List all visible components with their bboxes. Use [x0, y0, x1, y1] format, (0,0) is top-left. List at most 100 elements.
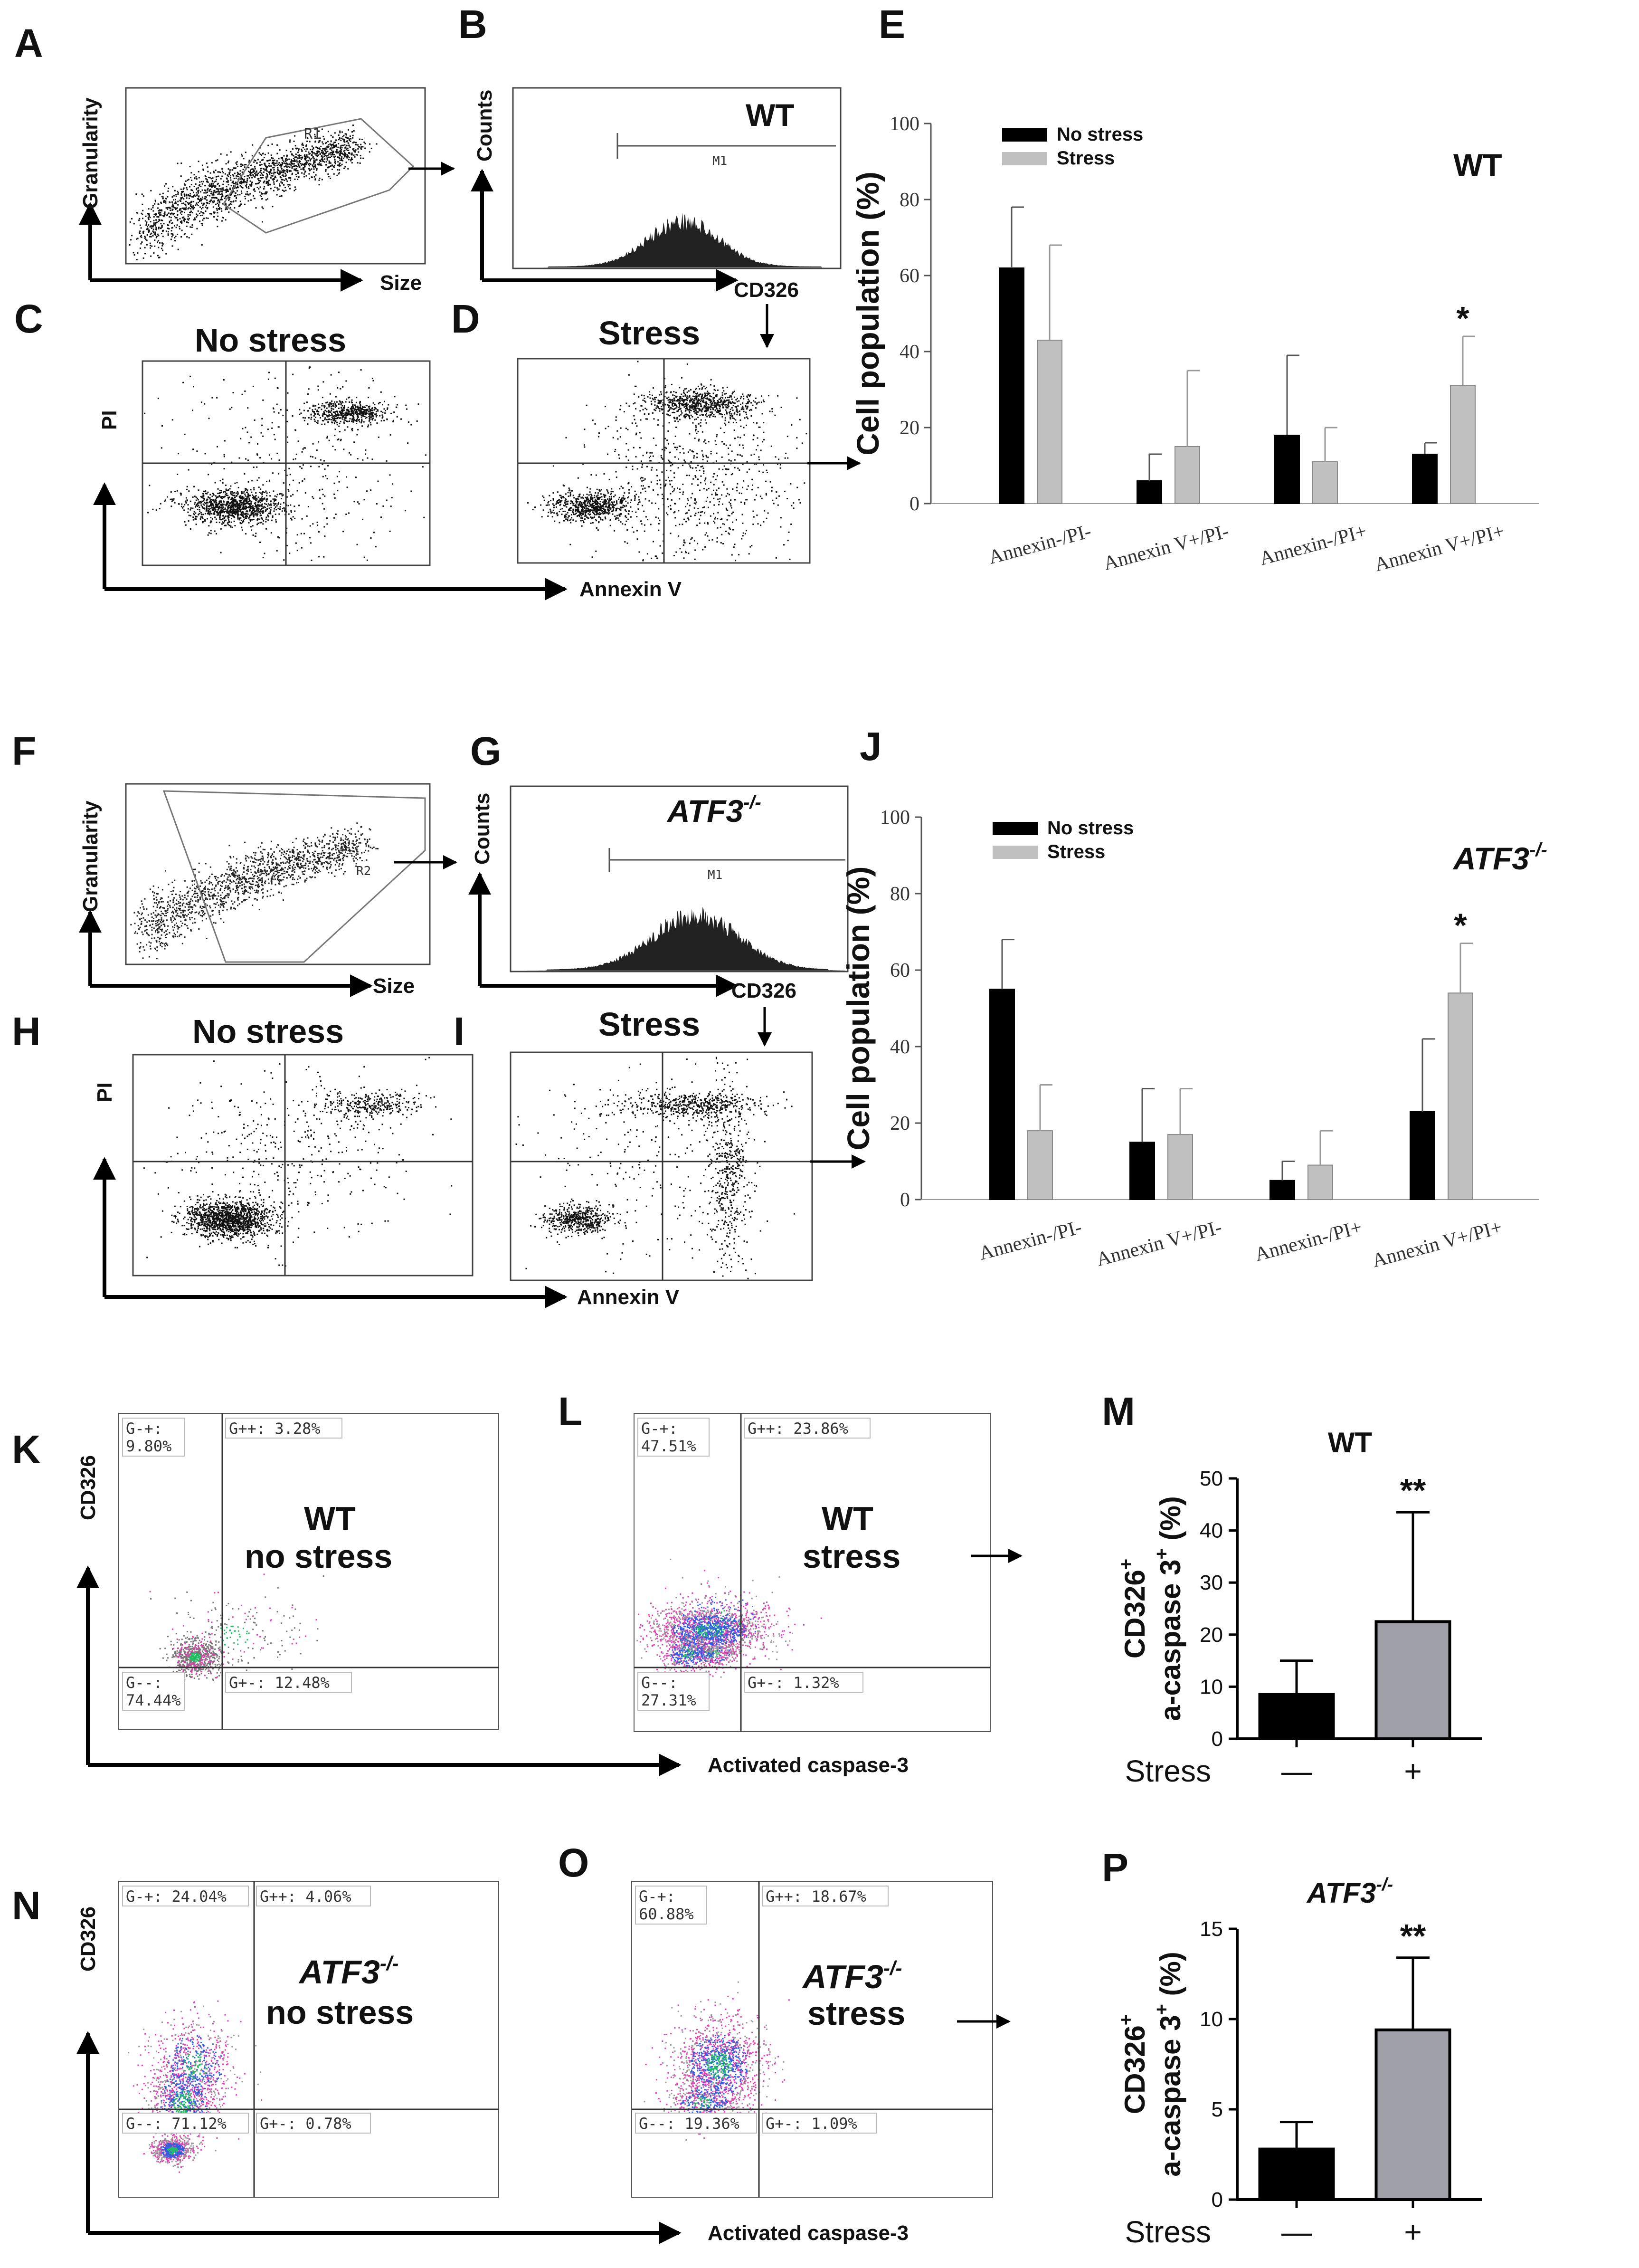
y-tick-label: 0 [1212, 2188, 1223, 2211]
panel-l-line2: stress [803, 1538, 900, 1575]
panel-l-q-ul-box [637, 1418, 710, 1457]
panel-i-plot [510, 1051, 813, 1281]
panel-g-xlabel: CD326 [731, 979, 796, 1002]
panel-k-q-ll-l2: 74.44% [126, 1691, 181, 1709]
legend-swatch [1002, 152, 1047, 165]
bar-stress [1374, 2028, 1451, 2201]
panel-letter-d: D [451, 296, 480, 341]
panel-k-q-ul-l2: 9.80% [126, 1437, 171, 1455]
panel-g-title-sup: -/- [743, 792, 761, 813]
significance-star: ** [1400, 1472, 1426, 1509]
bar-no-stress [1270, 1180, 1295, 1200]
panel-o-line1-sup: -/- [883, 1957, 902, 1979]
panel-g-histogram [513, 907, 845, 971]
chart-title-main: ATF3 [1306, 1877, 1376, 1909]
event-dots [671, 1596, 758, 1668]
panel-o-line2: stress [807, 1995, 905, 2032]
panel-l-xlabel: Activated caspase-3 [708, 1753, 909, 1777]
y-axis-label-line2-main: a-caspase 3 [1155, 2015, 1186, 2177]
panel-b-title: WT [746, 97, 795, 133]
panel-i-title: Stress [598, 1006, 700, 1043]
panel-k-q-ll-box [122, 1672, 185, 1711]
panel-l-q-lr-box [744, 1672, 863, 1693]
panel-l-cells [636, 1558, 822, 1682]
panel-o-q-ul-l2: 60.88% [639, 1905, 694, 1923]
y-tick-label: 20 [900, 417, 919, 439]
panel-n-line2: no stress [266, 1994, 414, 2031]
y-axis-label-line1: CD326+ [1116, 2014, 1151, 2114]
y-axis-label-line1-sup: + [1116, 1559, 1137, 1570]
chart-title-sup: -/- [1529, 839, 1547, 860]
panel-o-q-ll-box [635, 2113, 757, 2134]
panel-letter-c: C [14, 296, 43, 341]
significance-star: * [1454, 907, 1467, 944]
panel-f: R2 Size Granularity [79, 783, 457, 998]
panel-i-scatter [515, 1057, 795, 1279]
panel-letter-i: I [454, 1009, 464, 1054]
category-label: — [1281, 1754, 1312, 1788]
panel-o-line1-main: ATF3 [802, 1958, 883, 1995]
y-axis-label-line1-sup: + [1116, 2014, 1137, 2025]
bar-stress [1027, 1130, 1053, 1201]
bar-no-stress [1274, 435, 1300, 504]
panel-l-line1: WT [822, 1500, 873, 1537]
y-axis-label-line1-main: CD326 [1119, 1570, 1151, 1658]
panel-n-q-ur-box [256, 1886, 371, 1906]
panel-f-ylabel: Granularity [79, 800, 102, 912]
panel-b-histogram [515, 212, 838, 267]
panel-b-marker-label: M1 [712, 154, 727, 168]
y-tick-label: 10 [1200, 1675, 1223, 1698]
panel-n-ylabel: CD326 [76, 1906, 100, 1972]
panel-a-ylabel: Granularity [79, 97, 102, 209]
y-axis-label-line2-main: a-caspase 3 [1155, 1560, 1186, 1721]
panel-g-title-main: ATF3 [666, 793, 743, 829]
y-axis-label-line1: CD326+ [1116, 1559, 1151, 1658]
category-label: Annexin-/PI- [986, 520, 1094, 569]
panel-g-title: ATF3-/- [666, 792, 761, 829]
panel-letter-o: O [558, 1840, 589, 1885]
panel-i-xlabel: Annexin V [577, 1286, 680, 1309]
y-tick-label: 40 [900, 341, 919, 363]
y-tick-label: 15 [1200, 1917, 1223, 1941]
panel-c-ylabel: PI [98, 410, 121, 430]
panel-o-line1: ATF3-/- [802, 1957, 902, 1995]
chart-title-main: WT [1328, 1427, 1372, 1458]
panel-letter-n: N [12, 1883, 41, 1928]
event-dots [636, 1558, 793, 1682]
panel-letters: A B C D E F G H I J K L M N O P [12, 2, 1135, 1928]
bar-stress [1374, 1620, 1451, 1740]
chart-title-sup: -/- [1376, 1875, 1393, 1895]
y-axis-label-line2-sup: + [1151, 2004, 1172, 2015]
panel-n-q-ll-box [122, 2113, 249, 2134]
y-axis-label-line2: a-caspase 3+ (%) [1151, 1952, 1186, 2177]
bar-no-stress [999, 267, 1024, 504]
bar-stress [1037, 340, 1062, 504]
significance-star: ** [1400, 1917, 1426, 1954]
event-dots [144, 366, 426, 561]
y-tick-label: 60 [890, 960, 910, 982]
panel-i: Stress [510, 1006, 866, 1281]
panel-e-chart: 0 20 40 60 80 100 Cell population (%) Annexin-/… [850, 113, 1539, 576]
panel-c: No stress PI [98, 322, 431, 566]
y-tick-label: 80 [900, 189, 919, 211]
event-dots [160, 2035, 222, 2159]
panel-letter-p: P [1102, 1845, 1128, 1890]
chart-title: WT [1453, 147, 1502, 182]
panel-n-q-ll: G--: 71.12% [126, 2115, 227, 2133]
x-axis-label: Stress [1125, 1754, 1211, 1788]
event-dots [149, 1573, 317, 1679]
y-axis-label: Cell population (%) [841, 867, 876, 1151]
y-tick-label: 100 [880, 807, 910, 829]
panel-o-q-lr-box [762, 2113, 877, 2134]
panel-n-cells [128, 2000, 263, 2173]
panel-k-q-ur-box [225, 1418, 342, 1439]
panel-g: M1 ATF3-/- CD326 Counts [468, 785, 849, 1047]
panel-d-xlabel: Annexin V [579, 578, 682, 601]
legend-label: Stress [1047, 841, 1105, 862]
y-tick-label: 0 [900, 1189, 910, 1211]
panel-d-scatter [527, 361, 807, 562]
panel-k-line1: WT [304, 1500, 356, 1537]
legend-label: Stress [1057, 148, 1115, 169]
y-tick-label: 60 [900, 265, 919, 287]
